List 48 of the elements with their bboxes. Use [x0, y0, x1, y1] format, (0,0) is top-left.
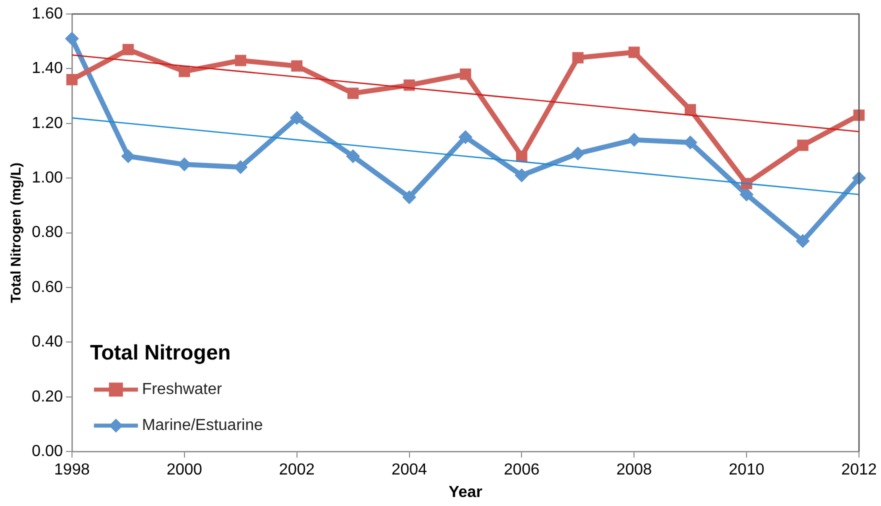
- point: [64, 32, 79, 46]
- y-tick-label: 0.00: [32, 443, 64, 460]
- point: [516, 150, 528, 162]
- x-tick-label: 2006: [504, 462, 540, 479]
- point: [460, 68, 472, 80]
- legend-label: Freshwater: [142, 381, 223, 398]
- point: [628, 46, 640, 58]
- x-tick-label: 2000: [166, 462, 202, 479]
- point: [121, 149, 136, 164]
- point: [797, 140, 808, 151]
- y-tick-label: 1.40: [32, 60, 64, 78]
- point: [572, 52, 584, 64]
- y-tick-label: 1.20: [32, 114, 64, 132]
- y-tick-label: 0.80: [32, 224, 64, 242]
- x-tick-label: 2010: [728, 462, 764, 479]
- point: [627, 132, 642, 147]
- point: [402, 190, 416, 204]
- y-tick-label: 0.20: [32, 388, 64, 406]
- point: [458, 130, 472, 144]
- x-tick-label: 2012: [841, 462, 877, 479]
- point: [122, 44, 134, 56]
- x-tick-label: 2008: [616, 462, 652, 479]
- legend-title: Total Nitrogen: [90, 341, 231, 364]
- point: [234, 54, 246, 66]
- x-tick-label: 2004: [391, 462, 428, 479]
- y-axis-title: Total Nitrogen (mg/L): [7, 162, 24, 304]
- point: [796, 234, 810, 248]
- y-tick-label: 0.60: [32, 278, 64, 296]
- y-tick-label: 1.60: [32, 5, 64, 22]
- legend-label: Marine/Estuarine: [142, 417, 263, 434]
- x-tick-label: 1998: [54, 462, 90, 479]
- point: [514, 168, 529, 182]
- y-tick-label: 1.00: [32, 170, 64, 187]
- point: [570, 146, 585, 160]
- point: [740, 188, 754, 202]
- point: [66, 74, 78, 86]
- point: [290, 110, 304, 125]
- point: [178, 66, 190, 78]
- point: [346, 149, 360, 164]
- point: [853, 110, 865, 121]
- point: [291, 60, 302, 72]
- point: [177, 157, 192, 172]
- y-tick-label: 0.40: [32, 334, 64, 351]
- point: [347, 88, 359, 99]
- point: [684, 104, 696, 116]
- x-axis-title: Year: [448, 484, 482, 501]
- point: [234, 160, 248, 174]
- x-tick-label: 2002: [279, 462, 315, 479]
